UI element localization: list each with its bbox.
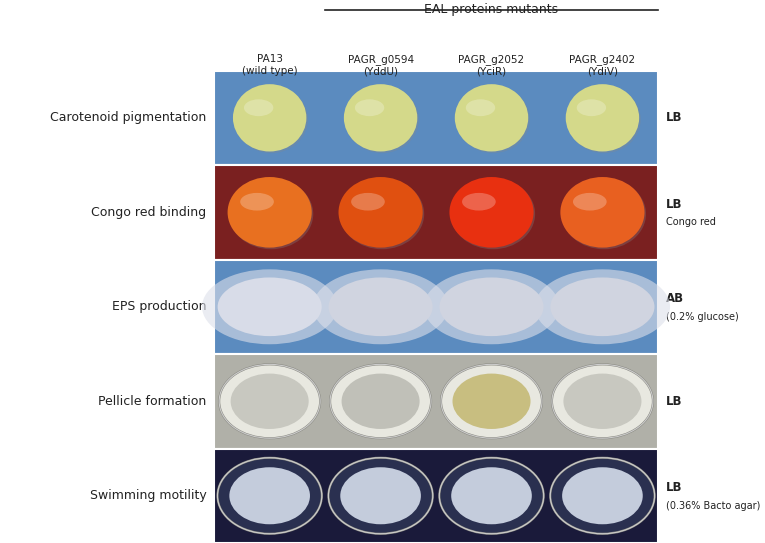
Text: AB: AB bbox=[666, 292, 684, 305]
Text: (0.2% glucose): (0.2% glucose) bbox=[666, 312, 738, 321]
Ellipse shape bbox=[341, 374, 419, 429]
Ellipse shape bbox=[466, 99, 495, 116]
Ellipse shape bbox=[231, 374, 308, 429]
Ellipse shape bbox=[235, 86, 308, 153]
Ellipse shape bbox=[217, 277, 321, 336]
Ellipse shape bbox=[441, 364, 542, 438]
Ellipse shape bbox=[452, 374, 531, 429]
Ellipse shape bbox=[535, 269, 670, 344]
Ellipse shape bbox=[573, 193, 607, 211]
Ellipse shape bbox=[346, 86, 419, 153]
Ellipse shape bbox=[552, 364, 653, 438]
Text: Carotenoid pigmentation: Carotenoid pigmentation bbox=[50, 111, 207, 124]
Ellipse shape bbox=[328, 458, 433, 534]
Ellipse shape bbox=[577, 99, 606, 116]
Text: PAGR_g0594
(YddU): PAGR_g0594 (YddU) bbox=[347, 54, 414, 77]
Ellipse shape bbox=[451, 467, 532, 524]
FancyBboxPatch shape bbox=[214, 449, 658, 543]
Ellipse shape bbox=[454, 84, 528, 151]
Ellipse shape bbox=[202, 269, 337, 344]
Ellipse shape bbox=[343, 84, 418, 151]
Text: LB: LB bbox=[666, 111, 682, 124]
Text: Congo red: Congo red bbox=[666, 217, 715, 227]
Ellipse shape bbox=[338, 177, 422, 248]
Ellipse shape bbox=[560, 177, 644, 248]
Ellipse shape bbox=[340, 467, 421, 524]
Ellipse shape bbox=[219, 364, 321, 438]
Ellipse shape bbox=[450, 177, 534, 248]
Ellipse shape bbox=[562, 179, 646, 249]
Text: EAL proteins mutants: EAL proteins mutants bbox=[425, 3, 558, 16]
FancyBboxPatch shape bbox=[214, 165, 658, 260]
Text: Swimming motility: Swimming motility bbox=[90, 489, 207, 502]
Text: EPS production: EPS production bbox=[112, 300, 207, 313]
Text: LB: LB bbox=[666, 395, 682, 408]
Ellipse shape bbox=[562, 467, 643, 524]
FancyBboxPatch shape bbox=[214, 260, 658, 354]
Ellipse shape bbox=[550, 458, 655, 534]
Ellipse shape bbox=[439, 277, 543, 336]
Ellipse shape bbox=[439, 458, 544, 534]
Text: PAGR_g2402
(YdiV): PAGR_g2402 (YdiV) bbox=[569, 54, 636, 77]
Ellipse shape bbox=[230, 179, 314, 249]
Text: Congo red binding: Congo red binding bbox=[92, 206, 207, 219]
FancyBboxPatch shape bbox=[214, 71, 658, 165]
Ellipse shape bbox=[244, 99, 273, 116]
Text: PA13
(wild type): PA13 (wild type) bbox=[242, 54, 298, 76]
Text: LB: LB bbox=[666, 198, 682, 211]
Ellipse shape bbox=[240, 193, 274, 211]
FancyBboxPatch shape bbox=[214, 354, 658, 449]
Ellipse shape bbox=[462, 193, 496, 211]
Text: LB: LB bbox=[666, 481, 682, 494]
Ellipse shape bbox=[330, 364, 431, 438]
Text: PAGR_g2052
(YciR): PAGR_g2052 (YciR) bbox=[458, 54, 525, 77]
Ellipse shape bbox=[563, 374, 641, 429]
Ellipse shape bbox=[424, 269, 559, 344]
Ellipse shape bbox=[567, 86, 640, 153]
Ellipse shape bbox=[228, 177, 312, 248]
Ellipse shape bbox=[313, 269, 448, 344]
Ellipse shape bbox=[328, 277, 432, 336]
Text: (0.36% Bacto agar): (0.36% Bacto agar) bbox=[666, 501, 760, 510]
Ellipse shape bbox=[351, 193, 385, 211]
Ellipse shape bbox=[457, 86, 529, 153]
Ellipse shape bbox=[451, 179, 536, 249]
Ellipse shape bbox=[551, 277, 654, 336]
Ellipse shape bbox=[233, 84, 306, 151]
Ellipse shape bbox=[217, 458, 322, 534]
Ellipse shape bbox=[340, 179, 425, 249]
Ellipse shape bbox=[565, 84, 640, 151]
Text: Pellicle formation: Pellicle formation bbox=[98, 395, 207, 408]
Ellipse shape bbox=[230, 467, 310, 524]
Ellipse shape bbox=[355, 99, 384, 116]
